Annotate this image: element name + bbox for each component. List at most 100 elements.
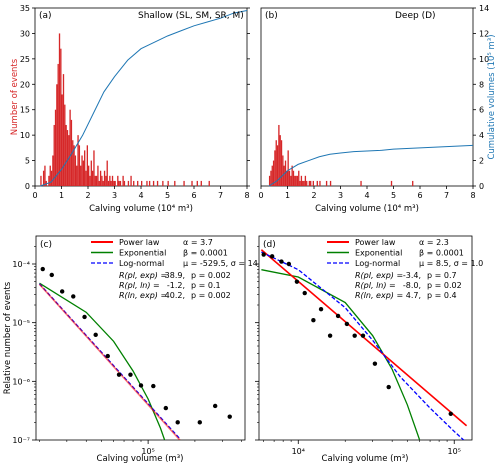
panel-b-title: Deep (D): [395, 11, 436, 21]
lognormal-fit-line: [261, 251, 465, 440]
data-point: [352, 333, 357, 338]
panel-a-title: Shallow (SL, SM, SR, M): [138, 11, 244, 21]
hist-bar: [290, 175, 292, 186]
panel-a: 0 1 2 3 4 5 6 7 8 0 5 10 15 20 25 30 35 (a) Shallow (SL,…: [10, 4, 250, 214]
data-point: [59, 289, 65, 294]
hist-bar: [295, 175, 297, 186]
hist-bar: [110, 180, 112, 186]
hist-bar: [85, 170, 87, 186]
x-tick-label: 10⁴: [292, 447, 305, 456]
right-y-tick-label: 0: [479, 182, 484, 191]
hist-bar: [117, 175, 119, 186]
legend-param: β = 0.0001: [183, 249, 228, 258]
hist-bar: [64, 104, 66, 186]
hist-bar: [279, 135, 281, 186]
hist-bar: [61, 94, 63, 186]
x-tick-label: 4: [364, 191, 369, 200]
hist-bar: [70, 119, 73, 186]
data-point: [335, 313, 341, 319]
hist-bar: [73, 145, 75, 186]
data-point: [138, 383, 144, 388]
power-law-fit-line: [260, 249, 468, 427]
legend-label: Power law: [355, 238, 396, 247]
hist-bar: [291, 165, 293, 186]
panel-d-label: (d): [263, 240, 276, 250]
hist-bar: [200, 180, 202, 186]
exponential-fit-line: [261, 269, 421, 440]
data-point: [163, 405, 169, 411]
y-tick-label: 10⁻⁵: [12, 319, 30, 328]
hist-bar: [272, 160, 275, 186]
x-tick-label: 7: [218, 191, 223, 200]
hist-bar: [89, 175, 91, 186]
x-tick-label: 2: [311, 191, 316, 200]
hist-bar: [95, 175, 98, 186]
right-y-tick-label: 14: [479, 4, 489, 13]
hist-bar: [167, 180, 169, 186]
stat-value: -1.2,: [167, 281, 185, 290]
cumulative-line: [40, 10, 248, 187]
stat-label: R(pl, exp) =: [119, 271, 167, 280]
y-tick-label: 10⁻⁶: [12, 377, 30, 386]
hist-bar: [390, 180, 393, 186]
stat-value: -3.4,: [403, 271, 421, 280]
hist-bar: [53, 124, 55, 186]
x-tick-label: 2: [85, 191, 90, 200]
data-point: [279, 259, 284, 264]
hist-bar: [49, 165, 51, 186]
hist-bar: [54, 109, 57, 186]
hist-bar: [123, 180, 126, 186]
hist-bar: [196, 180, 198, 186]
stat-label: R(ln, exp) =: [355, 291, 403, 300]
data-point: [372, 361, 378, 366]
hist-bar: [288, 170, 291, 186]
hist-bar: [292, 170, 295, 186]
hist-bar: [86, 145, 88, 186]
panel-a-marks: 0 1 2 3 4 5 6 7 8 0 5 10 15 20 25 30 35: [20, 4, 250, 200]
hist-bar: [208, 180, 210, 186]
y-tick-label: 25: [20, 55, 30, 64]
right-y-tick-label: 4: [479, 131, 484, 140]
x-tick-label: 10⁵: [141, 447, 154, 456]
panel-c-ylabel: Relative number of events: [3, 281, 13, 394]
panel-c-label: (c): [40, 240, 52, 250]
exponential-fit-line: [39, 282, 166, 440]
hist-bar: [308, 180, 311, 186]
hist-bar: [148, 180, 151, 186]
hist-bar: [300, 175, 303, 186]
hist-bar: [296, 175, 299, 186]
hist-bar: [275, 140, 277, 186]
hist-bar: [162, 180, 164, 186]
legend-label: Log-normal: [119, 259, 164, 268]
hist-bar: [114, 180, 116, 186]
panel-b-right-ylabel: Cumulative volumes (10⁵ m³): [487, 34, 497, 159]
hist-bar: [72, 140, 74, 186]
y-tick-label: 5: [25, 157, 30, 166]
stat-value: 40.2,: [165, 291, 185, 300]
x-tick-label: 3: [112, 191, 117, 200]
hist-bar: [52, 155, 54, 186]
x-tick-label: 10⁵: [448, 447, 461, 456]
hist-bar: [276, 145, 279, 186]
hist-bar: [57, 63, 59, 186]
data-point: [93, 332, 98, 338]
hist-bar: [105, 175, 107, 186]
data-point: [82, 314, 87, 320]
hist-bar: [280, 140, 283, 186]
legend-param: μ = 8.5, σ = 1.0: [419, 259, 483, 268]
legend-label: Log-normal: [355, 259, 400, 268]
hist-bar: [74, 155, 77, 186]
hist-bar: [77, 135, 79, 186]
data-point: [318, 306, 324, 312]
hist-bar: [76, 165, 78, 186]
data-point: [386, 384, 391, 390]
hist-bar: [93, 150, 95, 186]
panel-c: 10⁵ 10⁻⁷ 10⁻⁶ 10⁻⁵ 10⁻⁴ Power law α = 3.7 Expon…: [3, 235, 265, 464]
hist-bar: [133, 180, 135, 186]
stat-value: -8.0,: [403, 281, 421, 290]
hist-bar: [88, 165, 90, 186]
hist-bar: [146, 180, 148, 186]
stat-label: R(pl, exp) =: [355, 271, 403, 280]
data-point: [212, 403, 218, 409]
